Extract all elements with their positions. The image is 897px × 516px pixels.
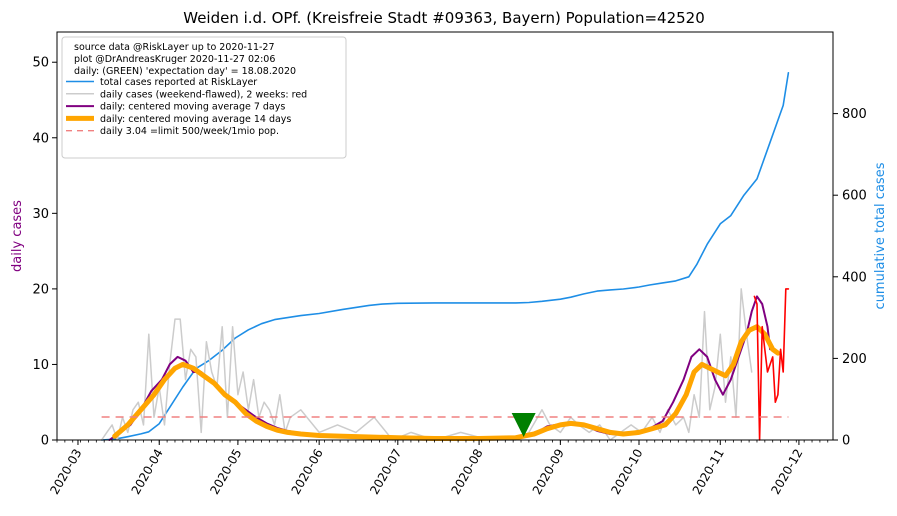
y-right-tick-label: 800 [842,107,867,122]
series-total-cases-reported-at-risklayer [100,72,790,441]
chart-title: Weiden i.d. OPf. (Kreisfreie Stadt #0936… [183,9,705,27]
x-tick-label: 2020-03 [47,447,84,497]
expectation-day-marker [511,412,536,437]
y-left-tick-label: 20 [32,282,49,297]
series-daily-last-2-weeks-red [753,288,790,441]
legend-label-daily-centered-moving-average-14-days: daily: centered moving average 14 days [100,114,291,125]
legend-label-daily-cases-weekend-flawed-2-weeks-red: daily cases (weekend-flawed), 2 weeks: r… [100,89,307,100]
plot-frame [56,31,834,441]
legend: source data @RiskLayer up to 2020-11-27 … [61,36,347,159]
legend-label-daily-centered-moving-average-7-days: daily: centered moving average 7 days [100,102,285,113]
y-right-tick-label: 400 [842,270,867,285]
plot-area [100,72,790,441]
y-left-tick-label: 30 [32,207,49,222]
x-tick-label: 2020-05 [207,447,244,497]
x-tick-label: 2020-11 [690,447,727,497]
y-axis-right: 0 200 400 600 800 [833,107,867,449]
legend-text-source: source data @RiskLayer up to 2020-11-27 [74,42,275,53]
y-left-tick-label: 0 [41,434,49,449]
legend-text-expectation: daily: (GREEN) 'expectation day' = 18.08… [74,66,296,77]
x-tick-label: 2020-07 [367,447,404,497]
x-tick-label: 2020-04 [129,447,166,497]
y-axis-left-label: daily cases [10,200,25,272]
x-tick-label: 2020-10 [608,447,645,497]
x-tick-label: 2020-12 [768,447,805,497]
y-axis-left: 0 10 20 30 40 50 [32,56,57,449]
y-axis-right-label: cumulative total cases [873,162,888,309]
legend-text-plot: plot @DrAndreasKruger 2020-11-27 02:06 [74,54,275,65]
legend-label-daily-3-04-limit-500-week-1mio-pop: daily 3.04 =limit 500/week/1mio pop. [100,126,279,137]
legend-box [61,36,347,159]
y-right-tick-label: 200 [842,352,867,367]
y-left-tick-label: 40 [32,131,49,146]
y-right-tick-label: 0 [842,434,850,449]
x-axis: 2020-03 2020-04 2020-05 2020-06 2020-07 2020-… [47,440,829,497]
y-left-tick-label: 10 [32,358,49,373]
y-right-tick-label: 600 [842,189,867,204]
x-tick-label: 2020-06 [289,447,326,497]
series-daily-centered-moving-average-14-days [112,324,781,441]
legend-label-total-cases-reported-at-risklayer: total cases reported at RiskLayer [100,77,257,88]
y-left-tick-label: 50 [32,56,49,71]
x-tick-label: 2020-08 [448,447,485,497]
x-tick-label: 2020-09 [530,447,567,497]
expectation-day-triangle [511,412,536,437]
